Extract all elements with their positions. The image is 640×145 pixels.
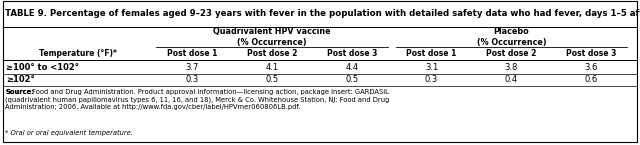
Text: Temperature (°F)*: Temperature (°F)* (38, 49, 116, 58)
Text: ≥102°: ≥102° (6, 76, 35, 85)
Text: Administration; 2006. Available at http://www.fda.gov/cber/label/HPVmer060806LB.: Administration; 2006. Available at http:… (5, 104, 300, 110)
Text: Placebo
(% Occurrence): Placebo (% Occurrence) (477, 27, 547, 47)
Text: 0.3: 0.3 (425, 76, 438, 85)
Text: 4.1: 4.1 (265, 62, 278, 71)
Text: Post dose 1: Post dose 1 (406, 49, 457, 58)
Text: Post dose 2: Post dose 2 (486, 49, 537, 58)
Text: 0.4: 0.4 (505, 76, 518, 85)
Text: 3.8: 3.8 (505, 62, 518, 71)
Text: 0.5: 0.5 (265, 76, 278, 85)
Text: 4.4: 4.4 (345, 62, 358, 71)
Text: Source:: Source: (5, 89, 34, 95)
Text: 3.7: 3.7 (185, 62, 198, 71)
Text: 0.3: 0.3 (186, 76, 198, 85)
Text: Post dose 1: Post dose 1 (167, 49, 217, 58)
Text: Post dose 3: Post dose 3 (566, 49, 616, 58)
Text: Post dose 3: Post dose 3 (326, 49, 377, 58)
Text: Food and Drug Administration. Product approval information—licensing action, pac: Food and Drug Administration. Product ap… (30, 89, 389, 95)
Text: 3.1: 3.1 (425, 62, 438, 71)
Text: * Oral or oral equivalent temperature.: * Oral or oral equivalent temperature. (5, 130, 133, 136)
Text: Source:: Source: (5, 89, 34, 95)
Text: 0.5: 0.5 (345, 76, 358, 85)
Text: (quadrivalent human papillomavirus types 6, 11, 16, and 18), Merck & Co. Whiteho: (quadrivalent human papillomavirus types… (5, 97, 389, 103)
Text: Post dose 2: Post dose 2 (246, 49, 297, 58)
Text: 0.6: 0.6 (585, 76, 598, 85)
Text: ≥100° to <102°: ≥100° to <102° (6, 62, 79, 71)
Text: TABLE 9. Percentage of females aged 9–23 years with fever in the population with: TABLE 9. Percentage of females aged 9–23… (5, 10, 640, 19)
Text: 3.6: 3.6 (585, 62, 598, 71)
Text: Quadrivalent HPV vaccine
(% Occurrence): Quadrivalent HPV vaccine (% Occurrence) (213, 27, 331, 47)
